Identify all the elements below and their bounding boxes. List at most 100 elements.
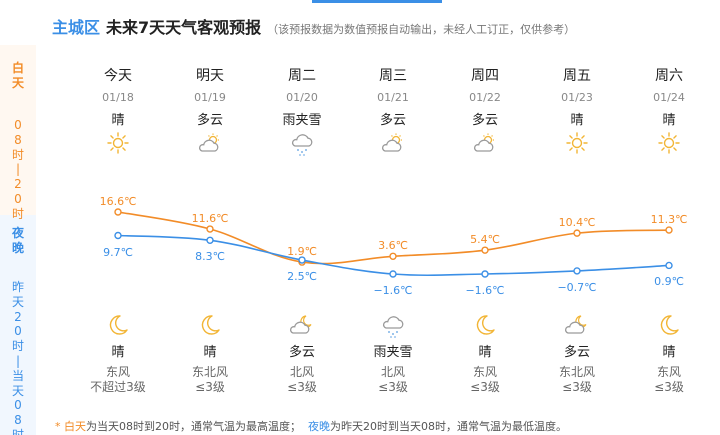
footer-note: * 白天为当天08时到20时，通常气温为最高温度； 夜晚为昨天20时到当天08时… [55,418,567,434]
night-weather: 晴 [478,345,492,360]
moon-icon [73,313,163,337]
day-weather: 晴 [662,113,676,128]
night-weather: 晴 [111,345,125,360]
forecast-title: 主城区 未来7天天气客观预报 （该预报数据为数值预报自动输出，未经人工订正，仅供参考… [52,14,575,38]
low-temp-point [389,270,397,278]
sleet-icon [257,131,347,156]
district-name: 主城区 [52,18,101,37]
rail-night-range: 昨天 2 0 时 | 当天 0 8 时 [11,280,24,435]
wind-info: 东北风 ≤3级 [532,365,622,394]
day-name: 周四 [471,68,499,84]
rail-day-label: 白天 [11,61,24,90]
disclaimer-note: （该预报数据为数值预报自动输出，未经人工订正，仅供参考） [267,23,576,36]
high-temp-point [573,229,581,237]
footer-night-text: 为昨天20时到当天08时，通常气温为最低温度。 [330,420,567,433]
night-weather: 晴 [203,345,217,360]
rail-day-section [0,45,36,215]
wind-level: ≤3级 [287,379,317,394]
night-weather: 多云 [288,345,315,360]
high-temp-point [481,246,489,254]
high-temp-label: 16.6℃ [99,195,137,208]
day-date: 01/19 [194,91,226,104]
day-name: 周三 [379,68,407,84]
day-name: 周六 [655,68,683,84]
day-weather: 晴 [570,113,584,128]
active-tab-indicator [312,0,442,3]
low-temp-label: −1.6℃ [465,284,505,297]
wind-direction: 东风 [656,365,681,379]
high-temp-label: 1.9℃ [287,245,317,259]
partly-cloudy-icon [348,131,438,155]
moon-icon [165,313,255,337]
high-temp-point [665,226,673,234]
wind-info: 东风 不超过3级 [73,365,163,394]
night-weather: 雨夹雪 [373,345,413,360]
day-date: 01/23 [561,91,593,104]
cloudy-night-icon [532,313,622,337]
low-temp-point [206,236,214,244]
rail-night-label: 夜晚 [11,226,24,255]
high-temp-point [114,208,122,216]
wind-info: 东北风 ≤3级 [165,365,255,394]
wind-direction: 东风 [105,365,130,379]
day-weather: 多云 [196,113,223,128]
sleet-icon [348,313,438,338]
wind-direction: 北风 [289,365,314,379]
wind-direction: 东北风 [191,365,228,379]
wind-level: ≤3级 [562,379,592,394]
wind-direction: 东北风 [558,365,595,379]
day-name: 周五 [563,68,591,84]
partly-cloudy-icon [165,131,255,155]
day-weather: 晴 [111,113,125,128]
sun-icon [624,131,714,155]
day-weather: 雨夹雪 [282,113,322,128]
time-rail: 白天 0 8 时 | 2 0 时 夜晚 昨天 2 0 时 | 当天 0 8 时 [0,45,36,435]
low-temp-label: 0.9℃ [654,275,684,289]
moon-icon [624,313,714,337]
wind-level: 不超过3级 [90,379,146,394]
day-name: 今天 [104,68,132,84]
moon-icon [440,313,530,337]
day-date: 01/22 [469,91,501,104]
low-temp-point [573,267,581,275]
footer-day-text: 为当天08时到20时，通常气温为最高温度； [86,420,301,433]
low-temp-point [114,231,122,240]
cloudy-night-icon [257,313,347,337]
low-temp-point [665,261,673,270]
low-temp-label: 9.7℃ [103,245,133,259]
day-weather: 多云 [379,113,406,128]
wind-direction: 北风 [380,365,405,379]
wind-direction: 东风 [472,365,497,379]
day-date: 01/18 [102,91,134,104]
wind-info: 北风 ≤3级 [257,365,347,394]
day-date: 01/20 [286,91,318,104]
day-weather: 多云 [471,113,498,128]
sun-icon [532,131,622,155]
high-temp-label: 11.3℃ [650,213,688,227]
partly-cloudy-icon [440,131,530,155]
high-temp-label: 10.4℃ [558,216,596,230]
day-date: 01/21 [377,91,409,104]
low-temp-label: −1.6℃ [373,284,413,297]
low-temp-label: −0.7℃ [557,280,597,294]
high-temp-label: 5.4℃ [470,233,500,247]
rail-night-section [0,215,36,435]
wind-info: 北风 ≤3级 [348,365,438,394]
day-date: 01/24 [653,91,685,104]
high-temp-label: 11.6℃ [191,212,229,226]
wind-level: ≤3级 [195,379,225,394]
low-temp-point [481,270,489,278]
wind-level: ≤3级 [378,379,408,394]
low-temp-label: 8.3℃ [195,250,225,264]
high-temp-label: 3.6℃ [378,239,408,253]
low-temp-point [298,256,306,264]
day-name: 周二 [288,68,316,84]
footer-star: * [55,420,64,433]
footer-night-term: 夜晚 [308,420,330,433]
footer-day-term: 白天 [64,420,86,433]
rail-day-range: 0 8 时 | 2 0 时 [11,118,24,221]
page-title: 未来7天天气客观预报 [106,18,262,37]
night-weather: 多云 [563,345,590,360]
wind-level: ≤3级 [654,379,684,394]
